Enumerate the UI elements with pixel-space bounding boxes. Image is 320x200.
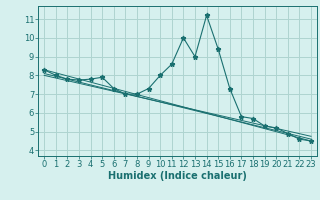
X-axis label: Humidex (Indice chaleur): Humidex (Indice chaleur) (108, 171, 247, 181)
